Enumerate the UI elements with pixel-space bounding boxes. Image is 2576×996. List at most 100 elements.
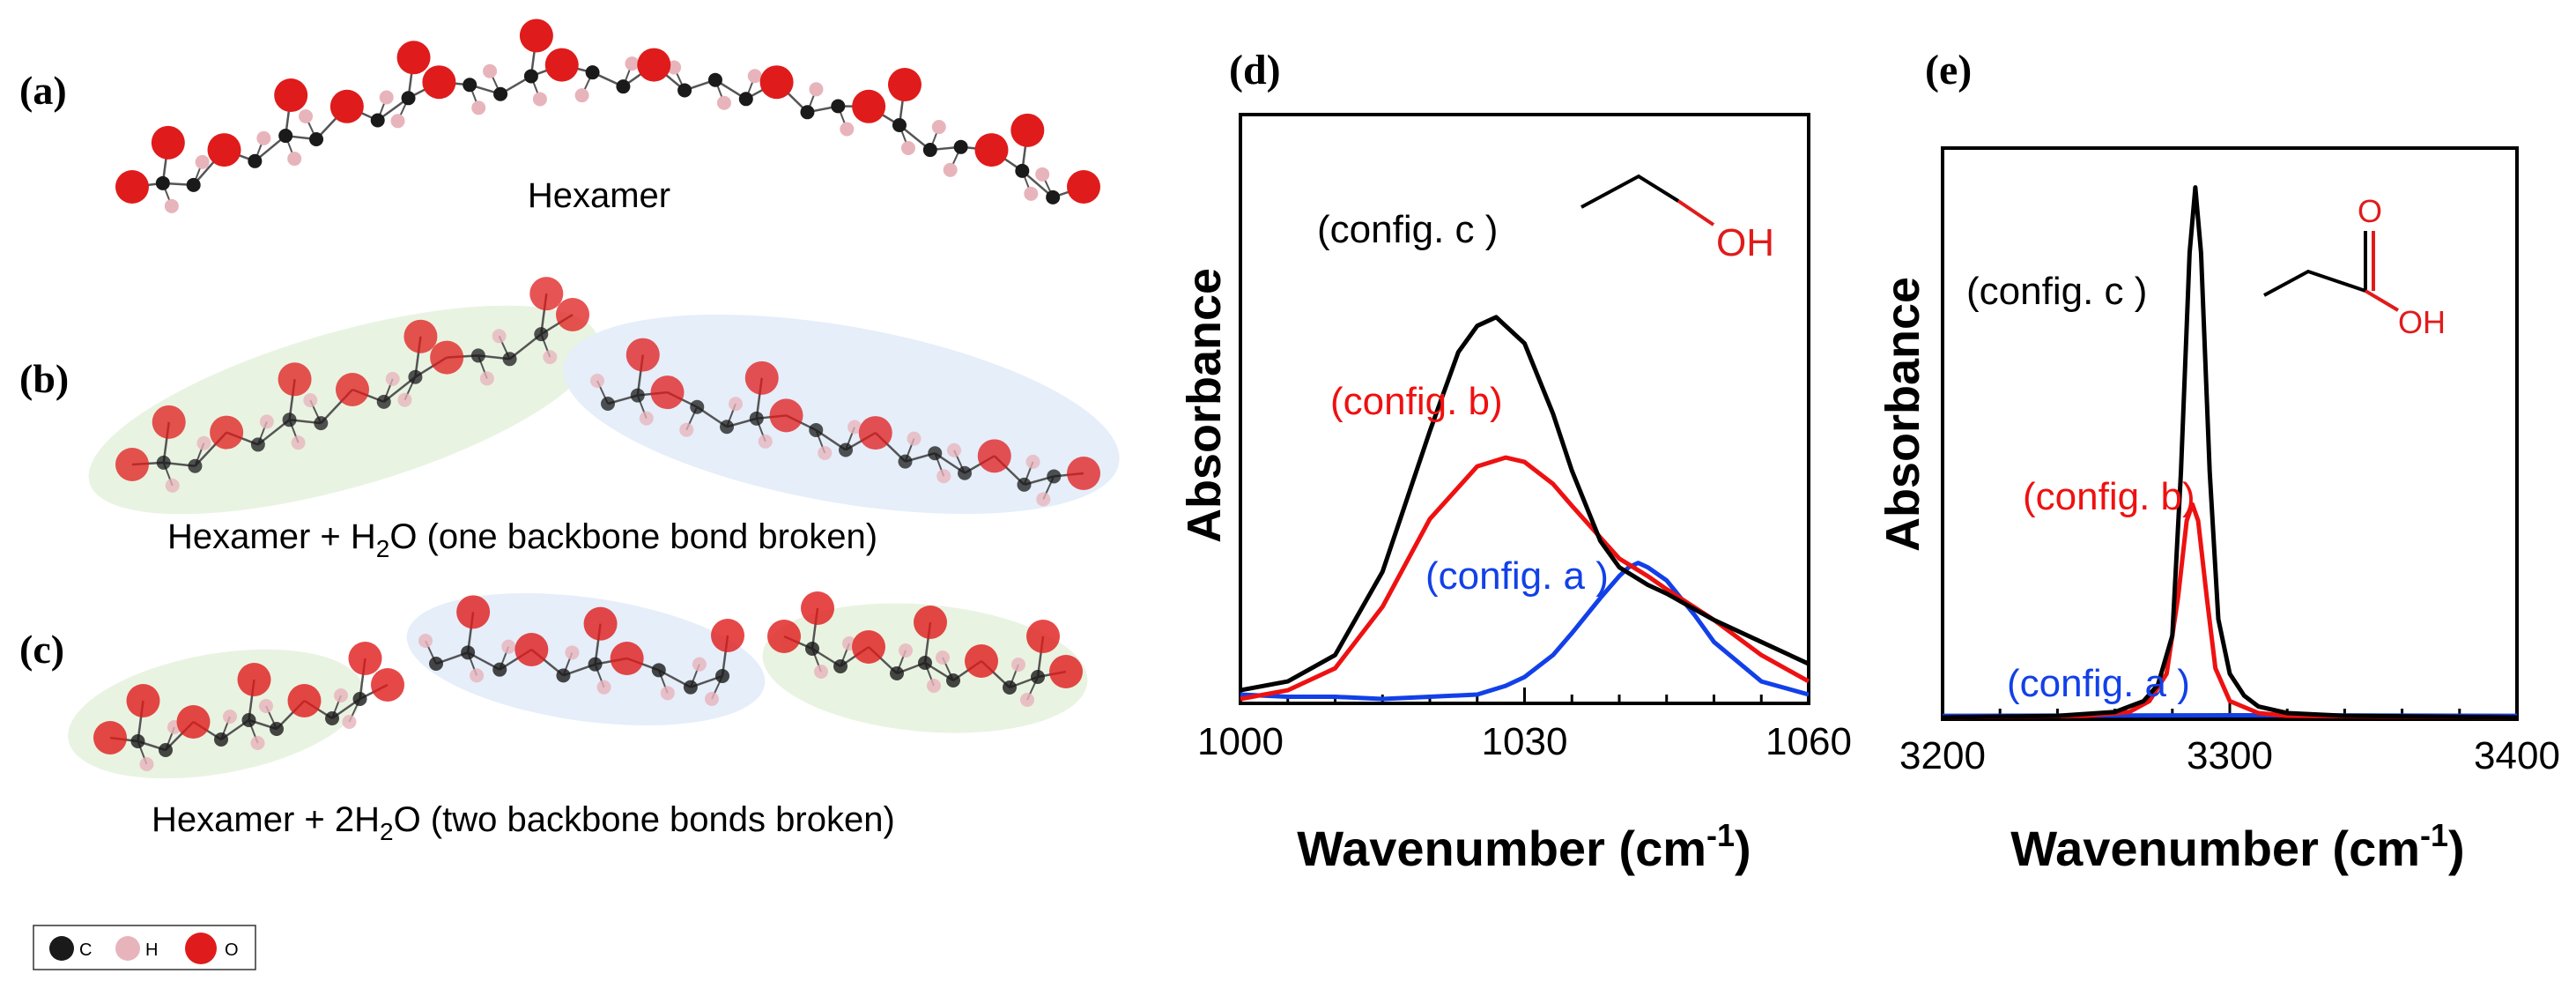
carbon-atom (946, 673, 960, 688)
carbon-atom (892, 118, 907, 133)
hydrogen-atom (947, 442, 961, 457)
carbon-atom-icon (49, 936, 74, 961)
carbon-atom (523, 69, 538, 84)
hydrogen-atom (479, 371, 494, 386)
oxygen-atom (287, 684, 322, 717)
hydrogen-atom (139, 757, 154, 771)
panel-a: (a) Hexamer (19, 19, 1100, 215)
carbon-atom (1046, 190, 1061, 204)
panel-b: (b) Hexamer + H2O (one backbone bond bro… (19, 277, 1120, 562)
carbon-atom (241, 713, 256, 727)
hydrogen-atom (259, 414, 274, 429)
hydrogen-atom (729, 397, 743, 412)
carbon-atom (309, 132, 324, 147)
hydrogen-atom (747, 69, 762, 84)
series-line-config-a (1240, 561, 1810, 702)
carbon-atom (601, 397, 615, 411)
oxygen-atom (914, 606, 947, 639)
hydrogen-atom (936, 650, 950, 665)
carbon-atom (831, 99, 846, 114)
hydrogen-atom (379, 90, 394, 105)
hydrogen-atom (543, 350, 558, 365)
hydrogen-atom (705, 692, 719, 706)
oxygen-atom (1067, 457, 1100, 490)
hydrogen-atom (165, 478, 180, 493)
carbon-atom (278, 129, 293, 144)
oxygen-atom (210, 415, 244, 450)
hydrogen-atom (848, 420, 862, 435)
chart-d-series (1240, 315, 1810, 702)
atoms (590, 338, 1100, 507)
chart-e-label-config-b: (config. b) (2023, 475, 2195, 518)
oxygen-atom (977, 439, 1011, 473)
carbon-atom (683, 680, 698, 695)
hydrogen-atom (385, 371, 400, 386)
carbon-atom (248, 153, 263, 168)
legend-label-carbon: C (79, 940, 92, 960)
hydrogen-atom (291, 435, 306, 450)
carbon-atom (715, 669, 729, 683)
oxygen-atom (852, 89, 886, 123)
oxygen-atom (115, 170, 149, 204)
hydrogen-atom (334, 688, 348, 702)
hydrogen-atom (196, 435, 211, 450)
hydrogen-atom (943, 162, 958, 177)
carbon-atom (159, 743, 173, 757)
atoms (767, 591, 1083, 707)
acid-oh-bond (2364, 289, 2400, 312)
carbonyl-o-label: O (2358, 193, 2382, 229)
hydrogen-atom (1024, 186, 1039, 201)
hydrogen-atom (590, 374, 604, 388)
oxygen-atom (519, 19, 553, 53)
hydrogen-atom (1036, 492, 1051, 507)
carbon-atom (958, 465, 972, 480)
carbon-atom (749, 411, 764, 426)
oxygen-atom (93, 721, 127, 754)
hydrogen-atom (565, 645, 580, 660)
panel-c-caption: Hexamer + 2H2O (two backbone bonds broke… (152, 800, 895, 845)
oxygen-atom (744, 360, 779, 395)
carbon-atom (270, 722, 284, 736)
carbon-atom (429, 657, 443, 671)
fragment-shade-blue (406, 593, 766, 725)
carbon-atom (922, 143, 937, 158)
carbon-atom (408, 369, 423, 384)
panel-c-letter: (c) (19, 627, 64, 672)
carbon-atom (463, 78, 477, 93)
carbon-atom (493, 86, 508, 101)
chart-d-label-config-a: (config. a ) (1425, 554, 1609, 598)
carbon-atom (534, 327, 549, 342)
oxygen-atom (1067, 170, 1100, 204)
carbon-atom (250, 437, 265, 452)
carbon-atom (470, 348, 485, 363)
oxygen-atom (544, 48, 579, 82)
chart-e: (e) Absorbance 3200 3300 3400 Wavenumber… (1876, 47, 2560, 876)
atoms (115, 19, 1100, 213)
series-line-config-c (1240, 315, 1810, 693)
hydrogen-atom (936, 469, 951, 484)
carbon-atom (690, 399, 705, 414)
oxygen-atom (274, 78, 308, 113)
carbon-atom (282, 413, 297, 427)
chart-e-series (1942, 185, 2518, 720)
hydrogen-atom (1011, 658, 1025, 672)
chart-e-tick-label-3400: 3400 (2474, 734, 2560, 777)
carbon-atom (314, 416, 329, 431)
hydrogen-atom (927, 679, 941, 693)
atom-legend: C H O (33, 925, 256, 970)
chart-d-plot-frame (1239, 113, 1810, 705)
carbon-atom (186, 177, 201, 192)
carbon-atom (214, 732, 228, 747)
oxygen-atom (152, 405, 186, 439)
atoms (418, 595, 744, 706)
carbon-atom (953, 139, 968, 154)
chart-d-panel-letter: (d) (1229, 47, 1281, 93)
chart-d-xaxis-tick-labels: 1000 1030 1060 (1197, 720, 1852, 763)
hydrogen-atom (303, 393, 318, 408)
oxygen-atom (422, 65, 456, 100)
oxygen-atom (583, 606, 618, 641)
chart-d-tick-label-1030: 1030 (1482, 720, 1568, 763)
hydrogen-atom (256, 130, 271, 145)
oxygen-atom (126, 684, 160, 717)
